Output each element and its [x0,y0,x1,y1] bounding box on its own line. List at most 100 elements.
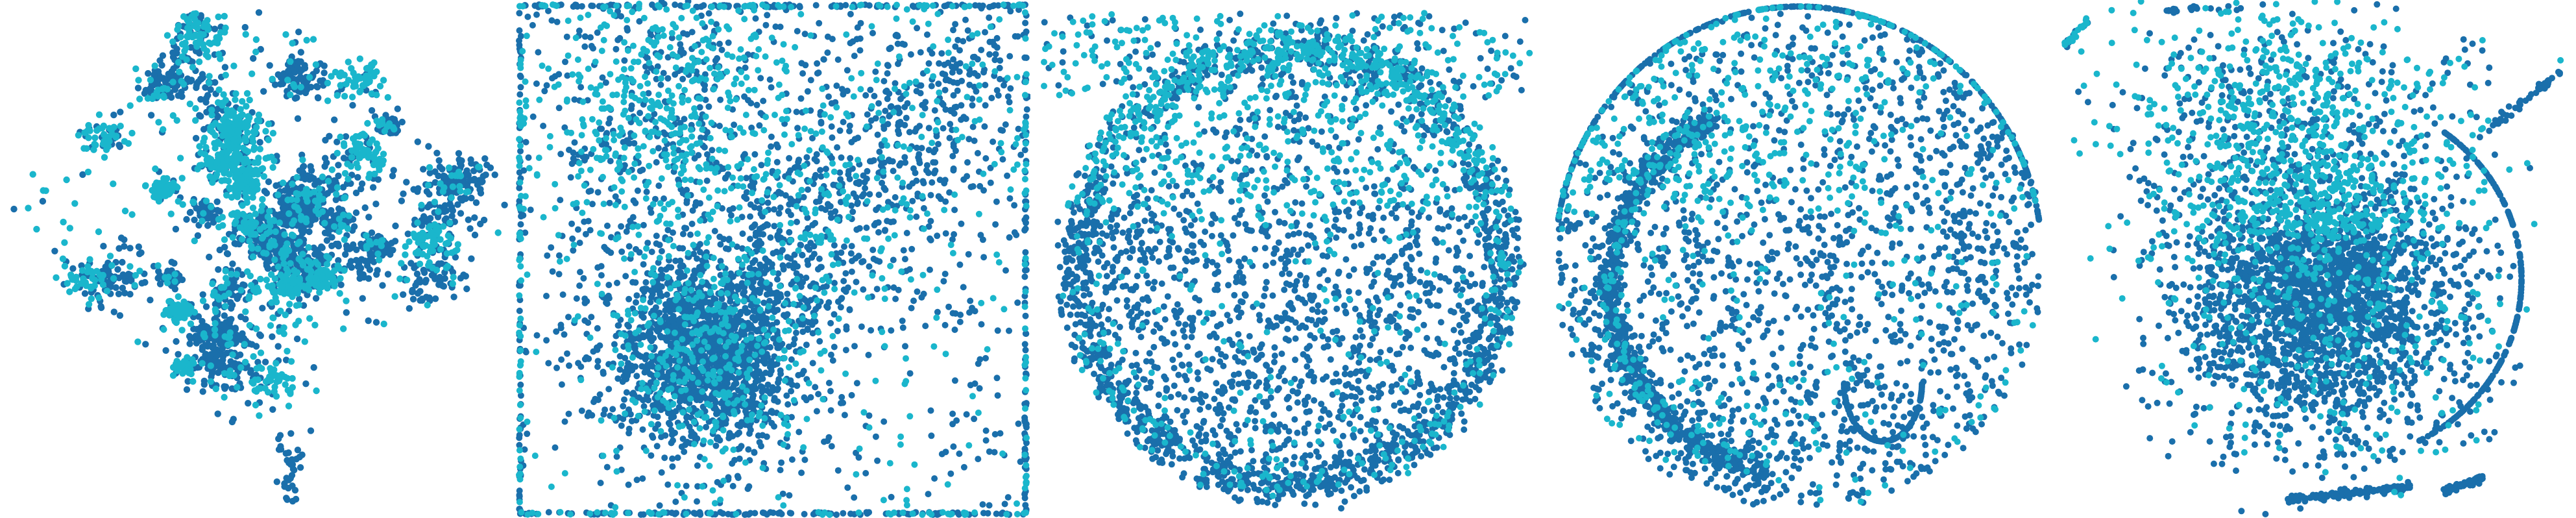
point-series-b [319,173,326,180]
point-series-a [651,110,658,117]
point-series-b [437,180,444,187]
point-series-b [212,332,219,339]
point-series-b [369,62,376,69]
point-series-a [334,138,341,145]
point-series-a [777,371,784,377]
point-series-b [221,12,228,20]
point-series-b [276,219,283,227]
point-series-a [283,495,290,502]
point-series-a [212,358,219,366]
point-series-b [376,166,383,173]
point-series-b [237,112,245,119]
point-series-a [654,413,661,421]
point-series-a [717,258,724,265]
point-series-b [259,195,266,203]
point-series-b [208,122,216,130]
point-series-a [681,449,688,455]
point-series-a [173,338,180,345]
point-series-a [211,25,219,32]
point-series-b [449,280,456,288]
point-series-a [714,478,721,486]
point-series-b [212,320,219,327]
point-series-b [341,169,349,177]
point-series-a [622,354,629,362]
point-series-a [807,107,814,114]
point-series-a [703,177,711,184]
point-series-b [252,219,260,227]
point-series-a [365,214,372,221]
point-series-a [559,291,566,298]
point-series-b [288,196,295,203]
point-series-a [214,410,221,417]
point-series-a [793,108,800,116]
point-series-b [321,219,328,227]
point-series-a [438,260,445,267]
point-series-b [348,93,356,101]
point-series-a [335,162,342,169]
point-series-b [291,83,298,90]
point-series-a [297,73,304,80]
point-series-b [248,243,255,250]
point-series-b [169,372,177,379]
point-series-b [224,280,231,287]
point-series-a [581,33,589,40]
point-series-a [571,139,578,146]
point-series-b [239,98,246,105]
point-series-b [252,210,259,217]
point-series-a [280,204,287,212]
point-series-a [931,107,938,114]
point-series-b [249,134,256,142]
point-series-a [694,483,701,490]
point-series-a [799,70,807,77]
point-series-b [239,210,247,218]
point-series-b [175,293,182,301]
point-series-a [482,171,489,179]
point-series-a [588,314,595,321]
point-series-b [271,241,278,249]
point-series-a [337,281,345,288]
point-series-b [448,172,456,179]
point-series-a [441,173,448,180]
point-series-b [128,211,136,218]
point-series-a [424,203,431,211]
point-series-b [440,223,447,230]
point-series-a [751,449,758,456]
point-series-b [154,190,161,197]
point-series-a [467,225,474,232]
point-series-b [268,153,275,160]
point-series-a [187,208,194,216]
point-series-a [379,282,386,289]
point-series-a [310,244,317,251]
point-series-a [760,299,768,306]
point-series-a [358,273,365,280]
point-series-a [255,9,263,16]
point-series-a [328,234,335,241]
point-series-a [696,104,703,111]
point-series-a [749,278,757,286]
point-series-b [215,86,223,93]
point-series-a [676,398,683,405]
point-series-a [162,347,169,354]
point-series-b [282,273,289,281]
point-series-a [952,21,959,28]
point-series-b [128,129,136,137]
point-series-b [110,180,117,188]
point-series-a [716,40,723,47]
point-series-a [425,143,432,150]
point-series-a [343,309,350,316]
point-series-a [301,175,309,183]
point-series-b [206,73,213,80]
point-series-a [433,149,441,156]
point-series-b [424,301,431,309]
point-series-b [167,297,174,305]
point-series-a [899,324,906,331]
point-series-a [321,163,328,170]
point-series-a [721,302,728,309]
point-series-b [284,347,291,355]
point-series-b [75,132,82,139]
point-series-a [669,455,676,462]
point-series-b [433,266,441,274]
point-series-a [729,433,736,439]
point-series-a [183,216,190,223]
point-series-a [199,317,206,325]
